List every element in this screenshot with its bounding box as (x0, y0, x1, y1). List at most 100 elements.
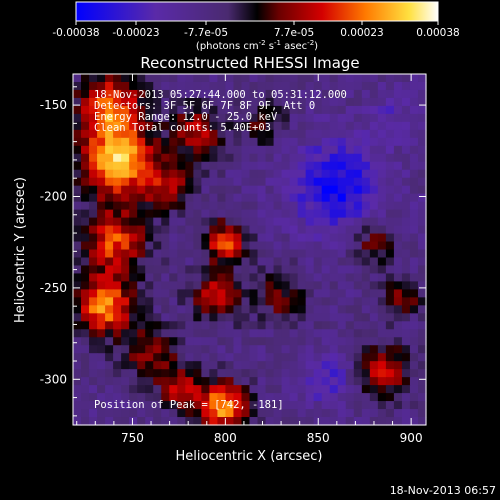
heatmap-cell (177, 225, 186, 235)
heatmap-cell (361, 289, 371, 298)
heatmap-cell (305, 385, 315, 394)
heatmap-cell (225, 313, 235, 322)
heatmap-cell (265, 217, 275, 227)
heatmap-cell (337, 153, 347, 163)
heatmap-cell (281, 393, 291, 402)
heatmap-cell (329, 273, 339, 283)
heatmap-cell (393, 137, 403, 147)
heatmap-cell (185, 393, 194, 402)
heatmap-cell (273, 185, 283, 195)
heatmap-cell (289, 217, 299, 227)
heatmap-cell (313, 161, 323, 171)
heatmap-cell (121, 185, 130, 195)
heatmap-cell (273, 129, 283, 139)
heatmap-cell (257, 401, 267, 410)
heatmap-cell (113, 313, 122, 322)
heatmap-cell (313, 193, 323, 203)
heatmap-cell (321, 321, 331, 330)
heatmap-cell (265, 289, 275, 298)
heatmap-cell (273, 193, 283, 203)
heatmap-cell (417, 105, 427, 115)
heatmap-cell (129, 217, 138, 227)
heatmap-cell (193, 177, 202, 187)
heatmap-cell (105, 74, 114, 83)
heatmap-cell (105, 129, 114, 139)
x-tick-label: 800 (214, 431, 237, 445)
heatmap-cell (177, 193, 186, 203)
heatmap-cell (217, 417, 227, 426)
heatmap-cell (265, 321, 275, 330)
heatmap-cell (249, 97, 259, 107)
heatmap-cell (225, 305, 235, 314)
heatmap-cell (177, 353, 186, 362)
heatmap-cell (185, 353, 194, 362)
heatmap-cell (305, 337, 315, 346)
heatmap-cell (201, 225, 210, 235)
heatmap-cell (281, 289, 291, 298)
heatmap-cell (305, 313, 315, 322)
heatmap-cell (273, 113, 283, 123)
heatmap-cell (409, 353, 419, 362)
heatmap-cell (345, 385, 355, 394)
heatmap-cell (321, 81, 331, 91)
heatmap-cell (281, 345, 291, 354)
heatmap-cell (417, 97, 427, 107)
heatmap-cell (137, 81, 146, 91)
heatmap-cell (345, 321, 355, 330)
heatmap-cell (329, 257, 339, 267)
heatmap-cell (257, 345, 267, 354)
heatmap-cell (257, 137, 267, 147)
heatmap-cell (145, 249, 154, 259)
heatmap-cell (233, 409, 243, 418)
heatmap-cell (201, 369, 210, 378)
heatmap-cell (225, 417, 235, 426)
heatmap-cell (313, 89, 323, 99)
heatmap-cell (217, 193, 227, 203)
heatmap-cell (209, 137, 219, 147)
heatmap-cell (401, 377, 411, 386)
heatmap-cell (161, 185, 170, 195)
heatmap-cell (361, 225, 371, 235)
heatmap-cell (329, 97, 339, 107)
heatmap-cell (249, 313, 259, 322)
heatmap-cell (393, 345, 403, 354)
heatmap-cell (353, 81, 363, 91)
heatmap-cell (121, 225, 130, 235)
heatmap-cell (113, 201, 122, 211)
heatmap-cell (345, 417, 355, 426)
heatmap-cell (241, 401, 251, 410)
heatmap-cell (169, 105, 178, 115)
heatmap-cell (209, 185, 219, 195)
heatmap-cell (305, 121, 315, 131)
heatmap-cell (201, 417, 210, 426)
heatmap-cell (73, 329, 82, 338)
heatmap-cell (345, 241, 355, 251)
heatmap-cell (241, 137, 251, 147)
heatmap-cell (89, 177, 98, 187)
heatmap-cell (345, 249, 355, 259)
heatmap-cell (169, 353, 178, 362)
heatmap-cell (169, 241, 178, 251)
heatmap-cell (401, 313, 411, 322)
heatmap-cell (249, 289, 259, 298)
heatmap-cell (313, 153, 323, 163)
heatmap-cell (353, 337, 363, 346)
heatmap-cell (305, 393, 315, 402)
heatmap-cell (137, 393, 146, 402)
heatmap-cell (321, 193, 331, 203)
heatmap-cell (337, 353, 347, 362)
heatmap-cell (393, 177, 403, 187)
heatmap-cell (161, 225, 170, 235)
heatmap-cell (409, 177, 419, 187)
heatmap-cell (177, 241, 186, 251)
heatmap-cell (153, 281, 162, 290)
heatmap-cell (73, 241, 82, 251)
heatmap-cell (209, 153, 219, 163)
heatmap-cell (169, 329, 178, 338)
heatmap-cell (377, 361, 387, 370)
heatmap-cell (201, 153, 210, 163)
heatmap-cell (233, 105, 243, 115)
heatmap-cell (169, 377, 178, 386)
heatmap-cell (249, 185, 259, 195)
heatmap-cell (393, 409, 403, 418)
